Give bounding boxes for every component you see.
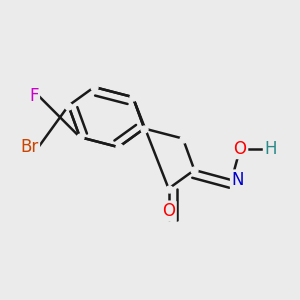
Text: N: N [232, 171, 244, 189]
Text: H: H [264, 140, 277, 158]
Text: Br: Br [20, 138, 38, 156]
Text: O: O [162, 202, 175, 220]
Text: O: O [234, 140, 247, 158]
Text: F: F [29, 87, 38, 105]
